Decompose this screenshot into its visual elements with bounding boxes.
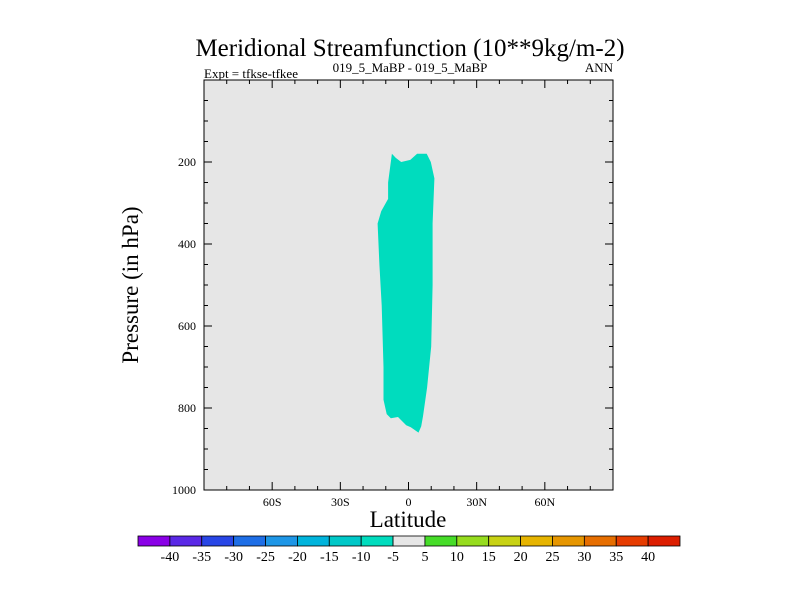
colorbar-label: -30	[224, 550, 243, 565]
x-ticks: 60S 30S 0 30N 60N	[263, 80, 555, 509]
colorbar-label: -10	[352, 550, 371, 565]
right-subtitle: ANN	[585, 60, 614, 75]
colorbar-swatch	[552, 535, 585, 547]
colorbar-swatch	[297, 535, 330, 547]
y-tick-label: 200	[178, 155, 196, 169]
colorbar-label: -15	[320, 550, 339, 565]
colorbar-swatch	[201, 535, 235, 547]
colorbar-label: 30	[577, 550, 591, 565]
colorbar-swatch	[169, 535, 203, 547]
colorbar: -40 -35 -30 -25 -20 -15 -10 -5 5 10 15 20 25 30 35 40	[137, 535, 681, 565]
colorbar-swatch	[328, 535, 362, 547]
colorbar-label: 25	[545, 550, 559, 565]
colorbar-swatch	[647, 535, 681, 547]
x-axis-label: Latitude	[370, 507, 447, 532]
x-tick-label: 30N	[466, 495, 487, 509]
colorbar-swatch	[265, 535, 298, 547]
colorbar-label: -40	[161, 550, 180, 565]
colorbar-label: -20	[288, 550, 307, 565]
colorbar-label: 35	[609, 550, 623, 565]
colorbar-swatch	[233, 535, 266, 547]
center-subtitle: 019_5_MaBP - 019_5_MaBP	[333, 60, 488, 75]
colorbar-swatch	[488, 535, 521, 547]
colorbar-label: -5	[387, 550, 399, 565]
colorbar-label: 40	[641, 550, 655, 565]
colorbar-swatch	[137, 535, 171, 547]
y-tick-label: 800	[178, 401, 196, 415]
x-tick-label: 60S	[263, 495, 282, 509]
y-axis-label: Pressure (in hPa)	[118, 206, 143, 363]
contour-region-minus10-to-minus5	[377, 153, 435, 433]
colorbar-swatch	[520, 535, 553, 547]
colorbar-swatch	[392, 535, 426, 547]
colorbar-label: 15	[482, 550, 496, 565]
left-subtitle: Expt = tfkse-tfkee	[204, 66, 298, 81]
x-tick-label: 0	[406, 495, 412, 509]
x-tick-label: 60N	[534, 495, 555, 509]
colorbar-label: 5	[421, 550, 428, 565]
colorbar-label: -35	[192, 550, 211, 565]
colorbar-swatch	[424, 535, 458, 547]
y-tick-label: 1000	[172, 483, 196, 497]
colorbar-swatch	[456, 535, 490, 547]
y-tick-label: 400	[178, 237, 196, 251]
colorbar-swatch	[615, 535, 649, 547]
minor-ticks	[204, 80, 613, 490]
colorbar-label: 10	[450, 550, 464, 565]
y-tick-label: 600	[178, 319, 196, 333]
y-ticks: 200 400 600 800 1000	[172, 155, 613, 497]
colorbar-swatch	[360, 535, 394, 547]
chart-title: Meridional Streamfunction (10**9kg/m-2)	[195, 35, 624, 62]
colorbar-swatch	[583, 535, 617, 547]
x-tick-label: 30S	[331, 495, 350, 509]
colorbar-label: 20	[514, 550, 528, 565]
colorbar-label: -25	[256, 550, 275, 565]
